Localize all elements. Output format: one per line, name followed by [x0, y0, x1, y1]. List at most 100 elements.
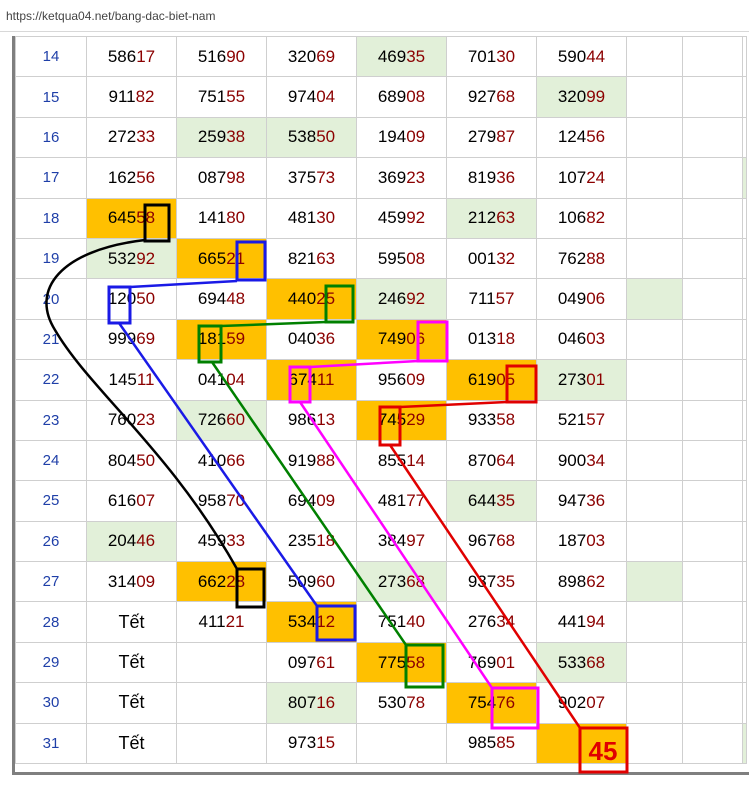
number-tail: 04 [226, 369, 246, 389]
result-cell: 04104 [176, 359, 267, 401]
special-prize-table: 14 58617 51690 32069 46935 70130 59044 15 91182 7… [15, 35, 747, 765]
number-tail: 63 [496, 208, 516, 228]
number-head: 530 [377, 692, 407, 712]
result-cell: 53292 [86, 237, 177, 280]
day-cell: 18 [15, 197, 87, 239]
number-head: 534 [287, 612, 317, 632]
number-tail: 68 [496, 531, 516, 551]
number-head: 212 [467, 208, 497, 228]
number-head: 273 [557, 369, 587, 389]
empty-cell [626, 439, 683, 482]
number-tail: 76 [496, 692, 516, 712]
number-tail: 69 [136, 329, 156, 349]
number-tail: 38 [226, 127, 246, 147]
number-head: 595 [377, 248, 407, 268]
number-head: 958 [197, 490, 227, 510]
number-tail: 92 [406, 208, 426, 228]
number-head: 745 [377, 410, 407, 430]
result-cell: 53412 [266, 601, 357, 643]
number-head: 538 [287, 127, 317, 147]
result-cell: 98613 [266, 399, 357, 441]
empty-cell [682, 157, 743, 199]
result-cell: 18159 [176, 318, 267, 361]
result-cell: 93735 [446, 561, 537, 603]
empty-cell [742, 601, 747, 643]
result-cell: 32069 [266, 35, 357, 78]
address-bar[interactable]: https://ketqua04.net/bang-dac-biet-nam [0, 0, 749, 32]
number-tail: 12 [316, 612, 336, 632]
day-cell: 26 [15, 520, 87, 563]
number-tail: 58 [496, 410, 516, 430]
result-cell: 14180 [176, 197, 267, 239]
number-head: 369 [377, 167, 407, 187]
empty-cell [742, 157, 747, 199]
result-cell: 14511 [86, 359, 177, 401]
result-cell: 25938 [176, 116, 267, 159]
number-tail: 50 [316, 127, 336, 147]
result-cell: 51690 [176, 35, 267, 78]
empty-cell [742, 399, 747, 441]
number-tail: 58 [406, 652, 426, 672]
number-head: 644 [467, 490, 497, 510]
number-head: 927 [467, 87, 497, 107]
number-tail: 36 [316, 329, 336, 349]
number-tail: 92 [136, 248, 156, 268]
table-row: 28 Tết 41121 53412 75140 27634 44194 [15, 601, 747, 643]
number-tail: 33 [226, 531, 246, 551]
number-tail: 23 [136, 410, 156, 430]
number-head: 967 [467, 531, 497, 551]
result-cell: 64558 [86, 197, 177, 239]
empty-cell [742, 641, 747, 684]
day-cell: 25 [15, 480, 87, 522]
empty-cell [742, 318, 747, 361]
day-cell: 15 [15, 76, 87, 118]
result-cell: 12456 [536, 116, 627, 159]
result-cell: 69448 [176, 278, 267, 320]
number-tail: 94 [586, 612, 606, 632]
number-head: 533 [557, 652, 587, 672]
result-cell: 44025 [266, 278, 357, 320]
result-cell: 98585 [446, 722, 537, 765]
number-tail: 46 [136, 531, 156, 551]
number-tail: 59 [226, 329, 246, 349]
result-cell: 75155 [176, 76, 267, 118]
number-tail: 28 [226, 571, 246, 591]
result-cell: 53368 [536, 641, 627, 684]
empty-cell [742, 116, 747, 159]
day-cell: 17 [15, 157, 87, 199]
number-head: 762 [557, 248, 587, 268]
result-cell: 74906 [356, 318, 447, 361]
number-tail: 82 [135, 87, 155, 107]
result-cell [536, 722, 627, 765]
number-tail: 17 [136, 46, 156, 66]
result-cell: 90034 [536, 439, 627, 482]
number-tail: 99 [586, 87, 606, 107]
result-cell: 46935 [356, 35, 447, 78]
number-head: 235 [287, 531, 317, 551]
tet-cell: Tết [86, 682, 177, 724]
number-head: 726 [197, 410, 227, 430]
result-cell: 99969 [86, 318, 177, 361]
number-head: 120 [107, 289, 137, 309]
number-tail: 01 [496, 652, 516, 672]
number-head: 469 [377, 46, 407, 66]
number-head: 384 [377, 531, 407, 551]
result-cell: 66521 [176, 237, 267, 280]
number-head: 181 [197, 329, 227, 349]
table-row: 24 80450 41066 91988 85514 87064 90034 [15, 439, 747, 482]
number-tail: 60 [316, 571, 336, 591]
empty-cell [682, 722, 743, 765]
tet-cell: Tết [86, 641, 177, 684]
number-tail: 88 [316, 450, 336, 470]
number-tail: 25 [316, 289, 336, 309]
empty-cell [626, 722, 683, 765]
number-head: 616 [107, 490, 137, 510]
number-tail: 88 [586, 248, 606, 268]
empty-cell [682, 35, 743, 78]
result-cell: 41066 [176, 439, 267, 482]
result-cell: 92768 [446, 76, 537, 118]
number-head: 751 [377, 612, 407, 632]
result-cell: 16256 [86, 157, 177, 199]
number-head: 937 [467, 571, 497, 591]
result-cell: 01318 [446, 318, 537, 361]
